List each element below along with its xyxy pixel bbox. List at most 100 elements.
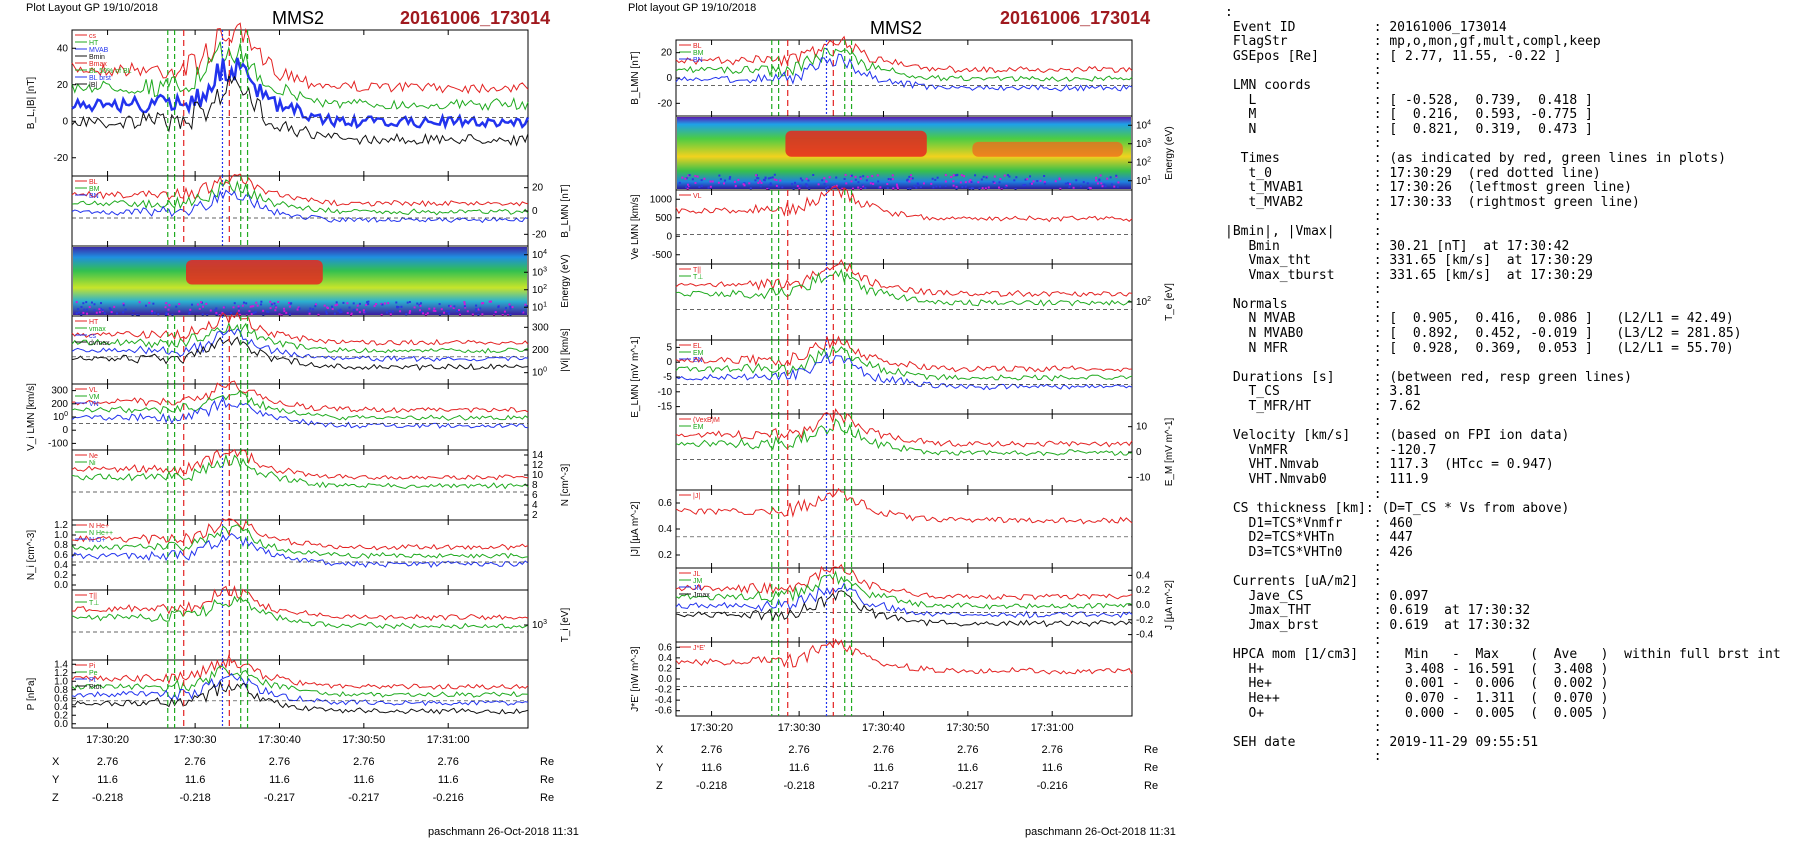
- right-panel-2-noise-speck: [1087, 187, 1090, 190]
- left-panel-3-noise-speck: [297, 306, 300, 309]
- right-panel-4-frame: [675, 263, 1133, 341]
- left-panel-3-noise-speck: [98, 311, 101, 314]
- right-panel-9-ytick-label: -0.4: [655, 695, 673, 706]
- left-panel-3-noise-speck: [262, 314, 265, 317]
- right-position-value: 2.76: [957, 744, 979, 756]
- left-panel-7-series-2: [71, 524, 529, 560]
- left-panel-9-ytick-label: 1.2: [54, 668, 68, 679]
- right-panel-2-noise-speck: [757, 177, 760, 180]
- left-panel-2-series-3: [71, 189, 529, 224]
- right-panel-2-noise-speck: [955, 185, 958, 188]
- left-panel-3-noise-speck: [408, 301, 411, 304]
- left-panel-4-ytick-label: 200: [532, 345, 549, 356]
- right-panel-8-ytick-label: -0.4: [1136, 630, 1154, 641]
- left-time-tick-label: 17:30:40: [258, 734, 301, 746]
- right-panel-2-noise-speck: [1026, 178, 1029, 181]
- left-panel-6-ytick-label: 8: [532, 480, 538, 491]
- right-panel-2-noise-speck: [872, 182, 875, 185]
- right-panel-3-ylabel: Ve LMN [km/s]: [630, 194, 641, 259]
- left-panel-3-noise-speck: [419, 302, 422, 305]
- left-panel-3-noise-speck: [522, 311, 525, 314]
- right-position-unit: Re: [1144, 780, 1159, 792]
- left-panel-3-noise-speck: [452, 306, 455, 309]
- right-panel-5-ytick-label: 5: [666, 342, 672, 353]
- left-panel-3-noise-speck: [237, 305, 240, 308]
- right-panel-3-ytick-label: 1000: [650, 194, 673, 205]
- right-panel-2-noise-speck: [754, 179, 757, 182]
- right-panel-2-noise-speck: [717, 181, 720, 184]
- left-panel-3-noise-speck: [475, 307, 478, 310]
- right-panel-5-ytick-label: 0: [666, 357, 672, 368]
- left-panel-3-noise-speck: [296, 308, 299, 311]
- right-panel-2-noise-speck: [796, 185, 799, 188]
- right-panel-2-ylabel: Energy (eV): [1164, 126, 1175, 179]
- right-panel-2-noise-speck: [952, 184, 955, 187]
- right-panel-1-series-3: [675, 53, 1133, 92]
- right-panel-2-noise-speck: [823, 183, 826, 186]
- left-panel-9-legend-label: Pi: [89, 663, 96, 670]
- right-panel-2-noise-speck: [969, 179, 972, 182]
- right-panel-2-noise-speck: [972, 187, 975, 190]
- left-panel-3-noise-speck: [82, 311, 85, 314]
- left-position-value: -0.218: [91, 792, 124, 804]
- left-panel-3-noise-speck: [85, 308, 88, 311]
- right-panel-9-ytick-label: -0.6: [655, 706, 673, 717]
- right-position-label: X: [656, 744, 664, 756]
- right-position-label: Y: [656, 762, 664, 774]
- left-panel-3-noise-speck: [254, 311, 257, 314]
- right-panel-2-noise-speck: [825, 180, 828, 183]
- left-panel-6-ylabel: N [cm^-3]: [560, 464, 571, 507]
- left-panel-5-frame: [71, 383, 529, 451]
- left-panel-1-ytick-label: -20: [54, 153, 69, 164]
- right-panel-2-noise-speck: [685, 186, 688, 189]
- right-panel-2-noise-speck: [961, 186, 964, 189]
- right-panel-1-legend-label: BN: [693, 57, 703, 64]
- left-panel-3-noise-speck: [274, 305, 277, 308]
- right-event-id: 20161006_173014: [1000, 8, 1151, 28]
- left-panel-3-noise-speck: [252, 312, 255, 315]
- right-panel-3: VL 1000 500 0 -500 Ve LMN [km/s]: [630, 185, 1133, 265]
- right-panel-2-noise-speck: [1024, 184, 1027, 187]
- left-panel-3-noise-speck: [366, 301, 369, 304]
- left-panel-3-noise-speck: [463, 301, 466, 304]
- right-panel-2-noise-speck: [1067, 182, 1070, 185]
- left-panel-3-noise-speck: [339, 311, 342, 314]
- left-panel-3-noise-speck: [521, 310, 524, 313]
- left-panel-8-ytick-label: 103: [532, 619, 547, 631]
- right-panel-2-noise-speck: [886, 186, 889, 189]
- right-panel-2-noise-speck: [851, 187, 854, 190]
- left-panel-3-noise-speck: [380, 313, 383, 316]
- left-panel-3-noise-speck: [337, 309, 340, 312]
- right-panel-2-noise-speck: [1116, 185, 1119, 188]
- left-panel-3-noise-speck: [213, 309, 216, 312]
- left-position-value: 2.76: [96, 756, 119, 768]
- left-panel-2-ytick-label: 20: [532, 183, 544, 194]
- left-position-label: Z: [52, 792, 59, 804]
- right-panel-6-frame: [675, 413, 1133, 491]
- left-panel-3-noise-speck: [165, 311, 168, 314]
- left-panel-3-noise-speck: [409, 310, 412, 313]
- right-panel-2-noise-speck: [775, 184, 778, 187]
- left-panel-3-noise-speck: [339, 308, 342, 311]
- right-panel-2-noise-speck: [935, 185, 938, 188]
- right-panel-2-noise-speck: [850, 174, 853, 177]
- right-panel-2-ytick-label: 102: [1136, 156, 1151, 168]
- right-panel-2-ytick-label: 103: [1136, 138, 1151, 150]
- left-panel-7: N He+N He++N O+ 1.21.00.80.60.40.20.0 N_i …: [26, 518, 529, 591]
- right-panel-2-noise-speck: [841, 187, 844, 190]
- left-panel-3-noise-speck: [490, 300, 493, 303]
- right-panel-2-noise-speck: [987, 186, 990, 189]
- left-panel-3-noise-speck: [438, 314, 441, 317]
- left-panel-3-noise-speck: [385, 311, 388, 314]
- left-panel-3-noise-speck: [405, 313, 408, 316]
- right-panel-2-noise-speck: [805, 183, 808, 186]
- right-panel-2-noise-speck: [759, 185, 762, 188]
- left-position-value: -0.217: [263, 792, 296, 804]
- left-position-label: X: [52, 756, 60, 768]
- left-position-value: 11.6: [97, 774, 118, 786]
- left-panel-3-noise-speck: [278, 313, 281, 316]
- right-panel-5-ytick-label: -10: [658, 387, 673, 398]
- right-panel-2-noise-speck: [944, 184, 947, 187]
